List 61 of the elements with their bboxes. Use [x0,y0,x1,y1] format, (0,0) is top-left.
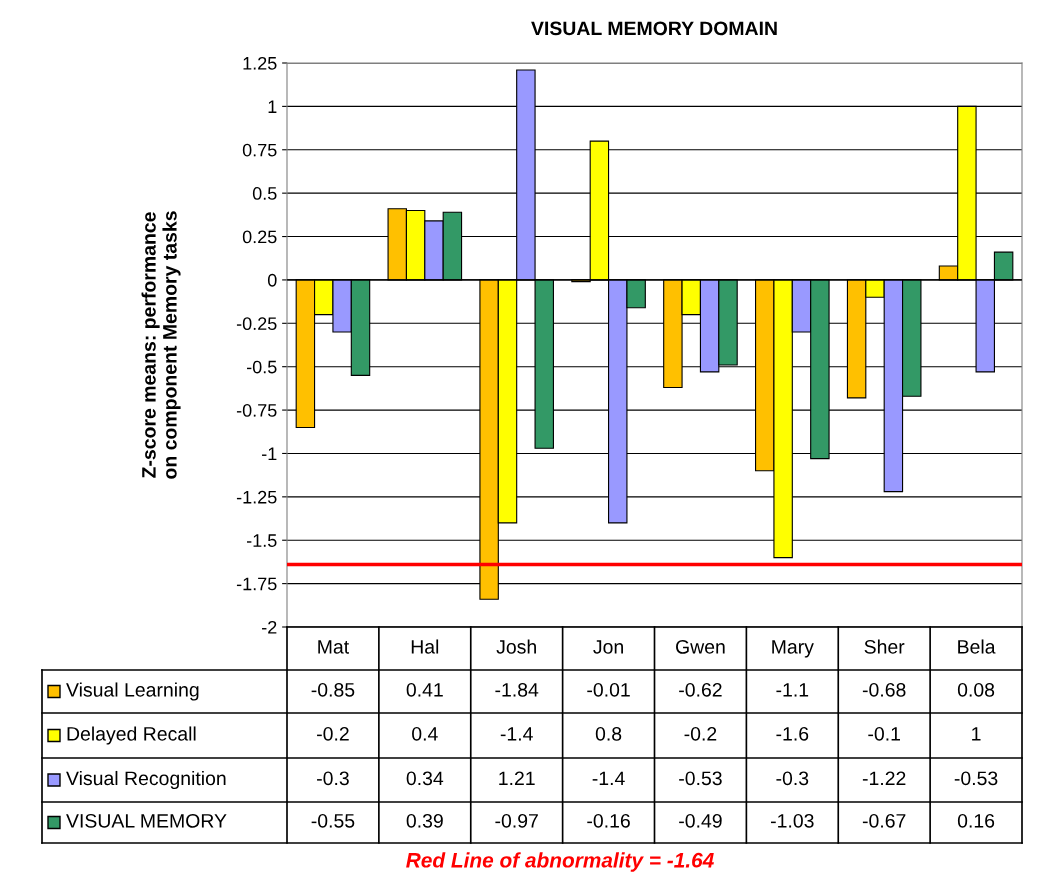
y-tick-label: -1.75 [236,577,277,591]
data-label: 0.39 [406,813,443,828]
data-label: -1.4 [500,727,533,741]
data-label: -1.4 [592,771,625,786]
y-tick-label: 0 [267,273,277,287]
x-tick-label: Mat [318,640,349,654]
y-tick-label: -1 [262,447,277,460]
data-label: -0.49 [679,813,722,828]
data-label: 1.21 [499,771,535,786]
data-label: -0.3 [317,771,349,786]
data-label: -0.53 [679,771,722,786]
x-tick-label: Jon [593,640,623,654]
data-label: -0.97 [495,813,538,828]
legend-label: Visual Recognition [66,770,226,790]
data-label: -0.1 [868,726,900,741]
data-label: -0.67 [862,813,906,828]
text: Red Line of abnormality = -1.64 [406,852,714,872]
data-label: -0.68 [862,682,906,697]
data-label: -1.22 [862,771,906,786]
x-tick-label: Gwen [676,639,725,654]
data-label: 0.34 [406,771,444,786]
legend-label: Delayed Recall [67,726,196,745]
data-label: -1.6 [776,726,809,741]
data-label: -0.2 [317,726,349,741]
data-label: -0.3 [776,771,809,786]
data-label: -0.62 [679,682,722,697]
y-axis-title: Z-score means: performance on component Memory tasks [141,211,181,479]
y-tick-label: 0.25 [242,230,277,244]
data-label: -0.55 [311,813,355,828]
data-label: -0.53 [954,771,998,786]
x-tick-label: Josh [496,639,536,654]
y-tick-label: -0.25 [236,317,277,331]
y-tick-label: -0.75 [236,404,277,417]
data-label: -0.16 [587,813,630,828]
x-tick-label: Hal [411,639,439,654]
data-label: -0.01 [587,682,630,697]
data-label: -1.84 [495,682,539,697]
data-label: -1.03 [771,813,814,828]
y-tick-label: -1.25 [236,490,277,504]
y-tick-label: 1.25 [243,56,277,70]
legend-label: Visual Learning [66,682,199,701]
y-tick-label: 0.5 [252,187,277,200]
data-label: -1.1 [776,683,809,697]
data-label: 1 [972,727,981,741]
x-tick-label: Bela [958,639,996,654]
data-label: 0.08 [957,682,995,697]
data-label: -0.2 [684,726,717,741]
x-tick-label: Sher [864,639,905,654]
legend-label: VISUAL MEMORY [66,813,227,828]
y-tick-label: -2 [262,620,277,634]
x-tick-label: Mary [772,640,814,658]
y-tick-label: 0.75 [242,143,277,157]
data-label: 0.4 [412,726,438,741]
y-tick-label: 1 [268,100,277,113]
data-label: 0.8 [595,726,622,741]
data-label: -0.85 [311,682,355,697]
data-label: 0.16 [957,813,995,828]
data-label: 0.41 [406,682,443,697]
y-tick-label: -0.5 [246,360,277,374]
chart-title: VISUAL MEMORY DOMAIN [531,21,777,36]
y-tick-label: -1.5 [246,534,277,547]
